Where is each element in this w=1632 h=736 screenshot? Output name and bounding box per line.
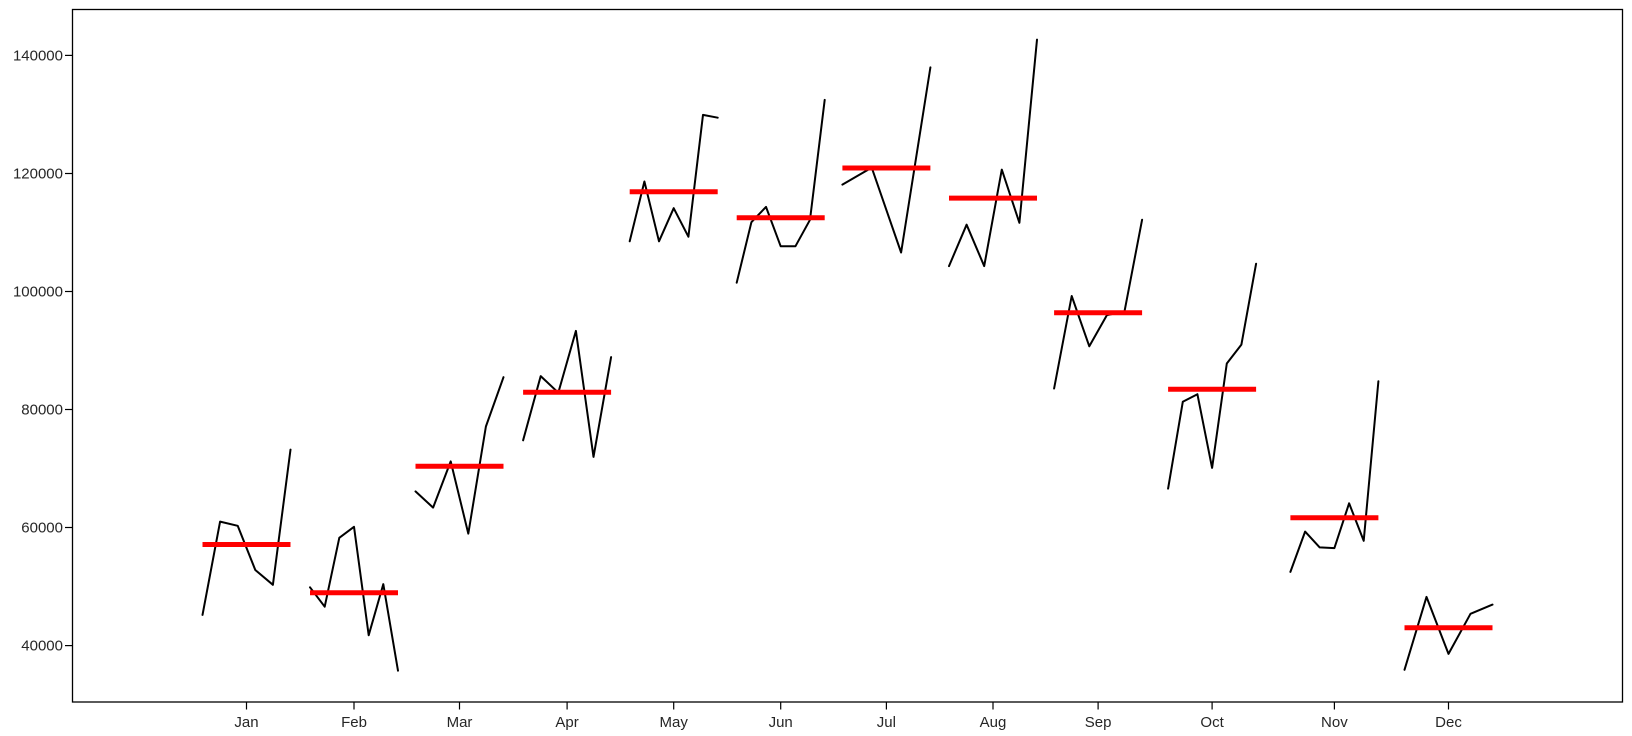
svg-text:140000: 140000 [13, 48, 63, 65]
svg-text:60000: 60000 [21, 520, 63, 537]
svg-text:Nov: Nov [1321, 714, 1348, 731]
svg-text:Feb: Feb [341, 714, 367, 731]
svg-text:Dec: Dec [1435, 714, 1462, 731]
svg-text:80000: 80000 [21, 402, 63, 419]
svg-text:Jun: Jun [769, 714, 793, 731]
svg-text:40000: 40000 [21, 638, 63, 655]
svg-text:Sep: Sep [1085, 714, 1112, 731]
svg-text:May: May [660, 714, 689, 731]
svg-text:100000: 100000 [13, 284, 63, 301]
svg-text:Mar: Mar [447, 714, 473, 731]
svg-text:Apr: Apr [555, 714, 578, 731]
svg-text:120000: 120000 [13, 166, 63, 183]
svg-text:Jan: Jan [234, 714, 258, 731]
svg-text:Jul: Jul [877, 714, 896, 731]
svg-text:Aug: Aug [980, 714, 1007, 731]
svg-text:Oct: Oct [1200, 714, 1224, 731]
